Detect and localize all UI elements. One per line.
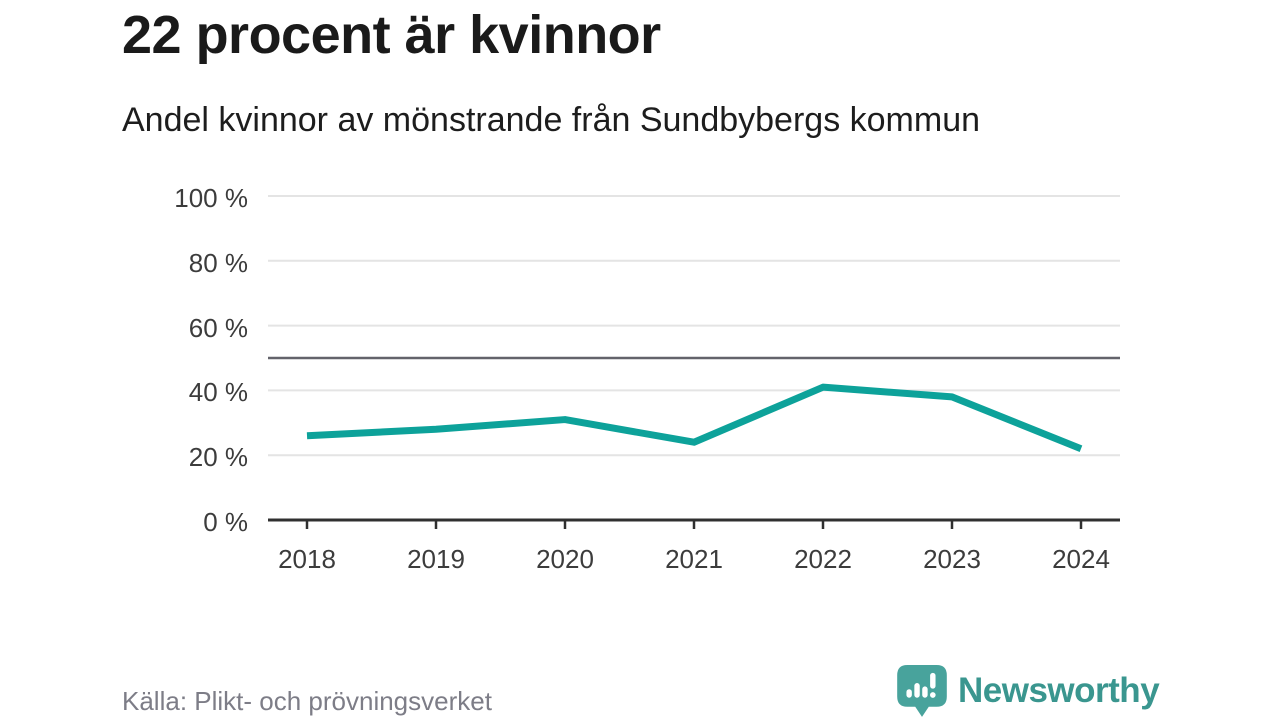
y-axis-label: 100 % — [174, 183, 248, 213]
x-axis-label: 2021 — [665, 544, 723, 574]
y-axis-label: 20 % — [188, 442, 248, 473]
data-line — [306, 383, 1083, 452]
x-axis-label: 2024 — [1052, 544, 1110, 574]
y-axis-label: 40 % — [188, 377, 248, 408]
line-chart-area: 0 % 20 % 40 % 60 % 80 % 100 % 2018 2019 2020 2021… — [0, 170, 1280, 600]
newsworthy-logo-icon — [897, 664, 947, 717]
exclamation-dot — [930, 691, 936, 698]
x-axis-label: 2022 — [794, 544, 852, 574]
bar-1 — [906, 688, 912, 698]
chart-title: 22 procent är kvinnor — [122, 5, 661, 65]
newsworthy-logo-text: Newsworthy — [958, 671, 1160, 710]
chart-subtitle: Andel kvinnor av mönstrande från Sundbyb… — [122, 101, 981, 139]
x-axis-label: 2020 — [536, 544, 594, 574]
source-note: Källa: Plikt- och prövningsverket — [122, 686, 492, 716]
exclamation-bar — [930, 672, 936, 689]
bar-2 — [914, 682, 920, 698]
bar-3 — [922, 685, 928, 698]
y-axis-label: 0 % — [203, 507, 248, 537]
y-axis-label: 60 % — [188, 312, 248, 343]
x-axis-label: 2023 — [923, 544, 981, 574]
x-axis-label: 2018 — [278, 544, 336, 574]
line-chart-svg — [268, 195, 1120, 529]
newsworthy-brand: Newsworthy — [897, 664, 1160, 718]
y-axis-label: 80 % — [188, 247, 248, 278]
x-axis-label: 2019 — [407, 544, 465, 574]
speech-bubble-shape — [897, 664, 947, 717]
